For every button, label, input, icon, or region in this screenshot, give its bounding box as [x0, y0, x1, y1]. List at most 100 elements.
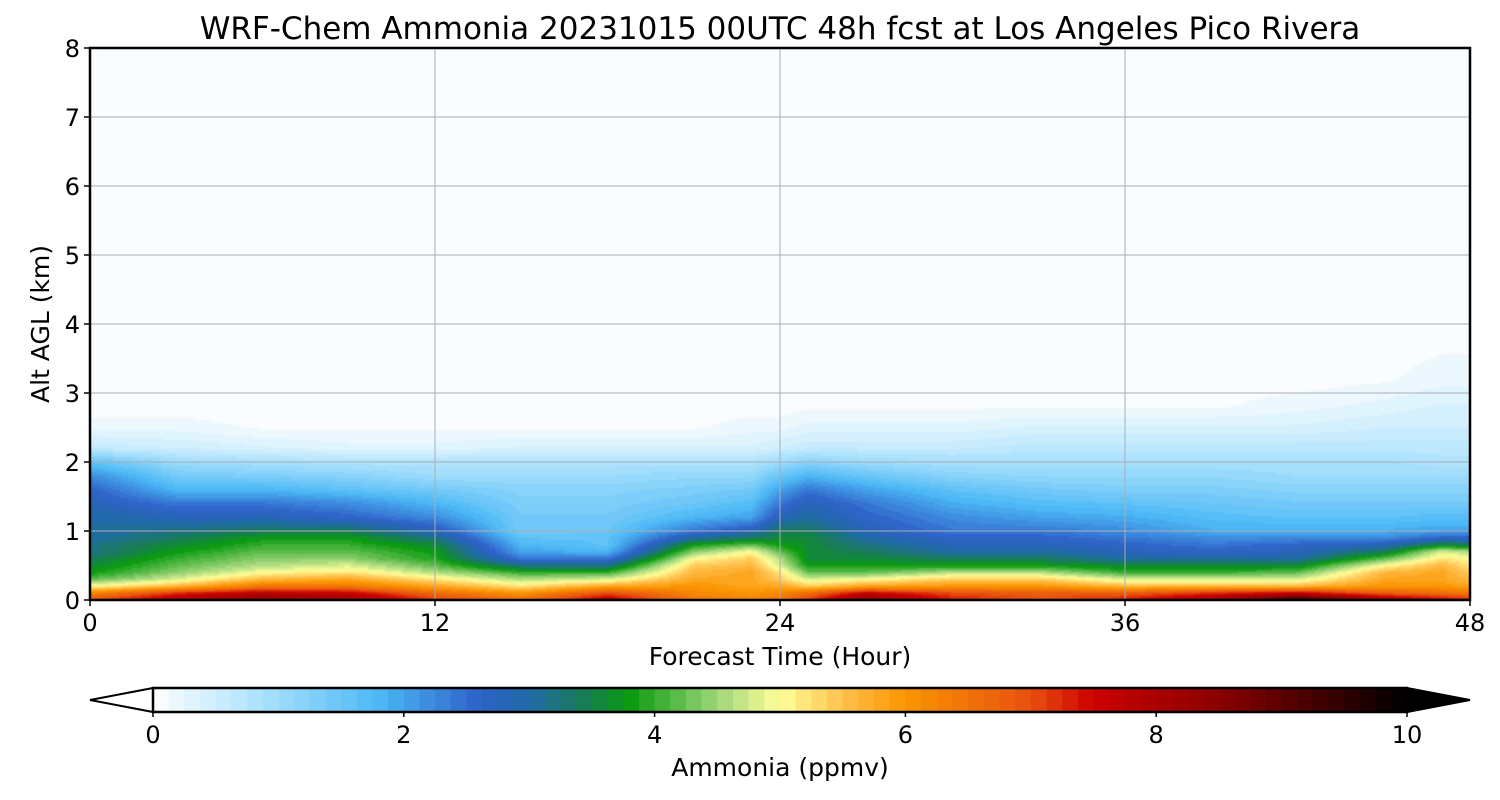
colorbar-tick-label: 8 [1149, 721, 1164, 749]
colorbar-swatch [1156, 688, 1173, 712]
colorbar-tick-label: 2 [396, 721, 411, 749]
colorbar-swatch [1046, 688, 1063, 712]
colorbar-frame [151, 686, 1409, 714]
colorbar-swatch [1391, 688, 1408, 712]
colorbar-swatch [968, 688, 985, 712]
colorbar-extend-high [1406, 686, 1471, 714]
colorbar-swatch [497, 688, 515, 712]
colorbar-swatch [1250, 688, 1267, 712]
colorbar-swatch [1077, 688, 1095, 712]
colorbar-swatch [1140, 688, 1157, 712]
colorbar-swatch [403, 688, 421, 712]
colorbar-swatch [168, 688, 185, 712]
colorbar-swatch [1203, 688, 1220, 712]
y-axis-ticks: 0 1 2 3 4 5 6 7 8 [65, 35, 90, 615]
colorbar-swatch [811, 688, 828, 712]
colorbar-swatch [309, 688, 327, 712]
x-tick-label: 48 [1455, 609, 1486, 637]
y-tick-label: 8 [65, 35, 80, 63]
colorbar-swatch [450, 688, 468, 712]
x-tick-label: 12 [420, 609, 451, 637]
colorbar-tick-label: 0 [145, 721, 160, 749]
colorbar-swatch [1062, 688, 1079, 712]
y-tick-label: 0 [65, 587, 80, 615]
colorbar: 0 2 4 6 8 10 [89, 686, 1471, 749]
colorbar-swatch [1281, 688, 1298, 712]
colorbar-swatch [623, 688, 640, 712]
colorbar-swatch [905, 688, 922, 712]
colorbar-swatch [732, 688, 750, 712]
colorbar-swatch [247, 688, 264, 712]
colorbar-swatch [1344, 688, 1361, 712]
colorbar-swatch [560, 688, 577, 712]
y-axis-label: Alt AGL (km) [26, 245, 55, 403]
colorbar-swatch [1218, 688, 1236, 712]
colorbar-swatch [591, 688, 609, 712]
colorbar-swatch [529, 688, 546, 712]
colorbar-swatch [200, 688, 217, 712]
colorbar-tick-label: 6 [898, 721, 913, 749]
colorbar-swatches [153, 688, 1408, 712]
colorbar-swatch [388, 688, 405, 712]
colorbar-swatch [544, 688, 562, 712]
grid-lines [90, 48, 1470, 600]
colorbar-swatch [1375, 688, 1392, 712]
colorbar-swatch [607, 688, 624, 712]
colorbar-swatch [983, 688, 1001, 712]
colorbar-swatch [576, 688, 593, 712]
colorbar-swatch [701, 688, 718, 712]
colorbar-swatch [466, 688, 483, 712]
colorbar-swatch [278, 688, 295, 712]
x-axis-ticks: 0 12 24 36 48 [82, 600, 1485, 637]
colorbar-swatch [184, 688, 201, 712]
colorbar-tick-label: 10 [1392, 721, 1423, 749]
colorbar-swatch [215, 688, 232, 712]
colorbar-swatch [1328, 688, 1345, 712]
colorbar-swatch [780, 688, 797, 712]
colorbar-swatch [153, 688, 170, 712]
colorbar-swatch [654, 688, 671, 712]
colorbar-swatch [1297, 688, 1314, 712]
y-tick-label: 2 [65, 449, 80, 477]
colorbar-swatch [1030, 688, 1048, 712]
colorbar-swatch [748, 688, 765, 712]
colorbar-swatch [842, 688, 859, 712]
colorbar-swatch [670, 688, 687, 712]
colorbar-swatch [717, 688, 734, 712]
colorbar-ticks: 0 2 4 6 8 10 [145, 712, 1422, 749]
colorbar-swatch [936, 688, 954, 712]
colorbar-swatch [372, 688, 389, 712]
y-tick-label: 7 [65, 104, 80, 132]
colorbar-swatch [952, 688, 969, 712]
colorbar-swatch [638, 688, 656, 712]
colorbar-swatch [795, 688, 812, 712]
colorbar-swatch [1187, 688, 1204, 712]
y-tick-label: 4 [65, 311, 80, 339]
chart-title: WRF-Chem Ammonia 20231015 00UTC 48h fcst… [200, 11, 1361, 47]
colorbar-swatch [1265, 688, 1283, 712]
colorbar-swatch [685, 688, 703, 712]
colorbar-tick-label: 4 [647, 721, 662, 749]
colorbar-swatch [435, 688, 452, 712]
x-tick-label: 24 [765, 609, 796, 637]
colorbar-swatch [999, 688, 1016, 712]
colorbar-swatch [482, 688, 499, 712]
y-tick-label: 6 [65, 173, 80, 201]
colorbar-swatch [325, 688, 342, 712]
y-tick-label: 1 [65, 518, 80, 546]
colorbar-extend-low [89, 686, 154, 714]
y-tick-label: 3 [65, 380, 80, 408]
x-tick-label: 0 [82, 609, 97, 637]
colorbar-swatch [1124, 688, 1142, 712]
colorbar-swatch [1093, 688, 1110, 712]
colorbar-swatch [513, 688, 530, 712]
colorbar-swatch [356, 688, 374, 712]
y-tick-label: 5 [65, 242, 80, 270]
colorbar-swatch [1015, 688, 1032, 712]
colorbar-swatch [262, 688, 279, 712]
colorbar-swatch [1312, 688, 1330, 712]
colorbar-swatch [1109, 688, 1126, 712]
colorbar-swatch [764, 688, 781, 712]
